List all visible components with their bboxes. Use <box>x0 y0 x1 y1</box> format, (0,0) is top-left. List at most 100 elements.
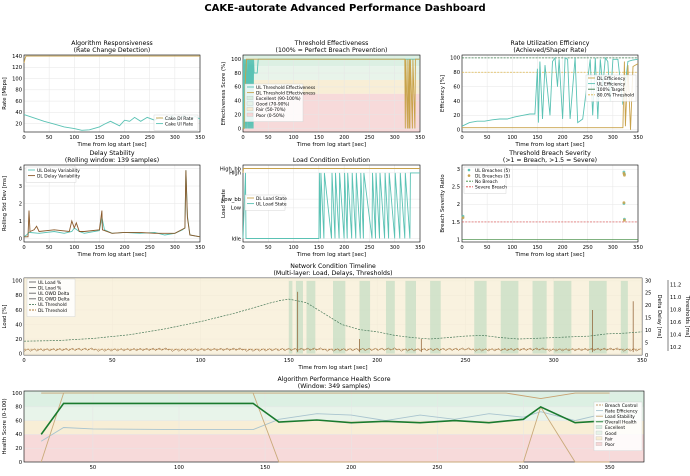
y-tick-label: 100 <box>450 56 460 62</box>
y-tick-label: 80 <box>15 293 22 299</box>
x-tick-label: 300 <box>549 358 559 364</box>
x-tick-label: 250 <box>460 358 470 364</box>
x-axis-label: Time from log start [sec] <box>297 365 367 371</box>
y-axis-label: Load State <box>221 188 227 218</box>
ul-load-band <box>405 280 416 354</box>
chart-subtitle: (Window: 349 samples) <box>298 383 370 390</box>
x-tick-label: 0 <box>241 135 244 141</box>
legend-label: Poor (0-50%) <box>256 113 285 119</box>
chart-subtitle: (Multi-layer: Load, Delays, Thresholds) <box>273 270 392 277</box>
legend-label: UL Breaches (5) <box>475 168 510 174</box>
legend-label: DL Load State <box>256 196 287 202</box>
right-tick-label: 10 <box>645 328 651 334</box>
chart-timeline: 0 50 100 150 200 250 300 350020406080100Network… <box>2 263 690 371</box>
legend-box <box>244 83 304 122</box>
chart-title: Algorithm Performance Health Score <box>277 376 390 383</box>
y-tick-label: 3 <box>19 184 22 190</box>
legend-label: UL Efficiency <box>597 81 626 87</box>
x-tick-label: 350 <box>633 135 643 141</box>
scatter-point <box>623 218 626 222</box>
legend-swatch <box>246 101 254 106</box>
x-tick-label: 150 <box>94 135 104 141</box>
y-tick-label: 40 <box>15 322 22 328</box>
y-tick-label: 1.5 <box>452 220 460 226</box>
y-tick-label: 80 <box>15 405 22 411</box>
y-tick-label: 100 <box>12 76 22 82</box>
y-tick-label: 40 <box>15 110 22 116</box>
series-line-load-stability <box>40 392 610 463</box>
x-tick-label: 200 <box>120 245 130 251</box>
y-axis-label: Efficiency [%] <box>440 75 446 112</box>
x-tick-label: 350 <box>415 245 425 251</box>
x-tick-label: 200 <box>558 245 568 251</box>
legend-label: UL Load % <box>38 280 61 286</box>
right2-tick-label: 10.2 <box>670 345 681 351</box>
ul-load-band <box>500 280 519 354</box>
x-axis-label: Time from log start [sec] <box>296 252 366 258</box>
legend-swatch <box>595 425 603 429</box>
series-line-ul-efficiency <box>461 56 639 127</box>
ul-load-band <box>430 280 441 354</box>
right-tick-label: 30 <box>645 278 651 284</box>
ul-load-band <box>385 280 395 354</box>
x-tick-label: 50 <box>46 245 53 251</box>
y-tick-label: Low <box>231 206 242 212</box>
legend-label: Fair <box>605 436 613 442</box>
legend-label: DL Threshold Effectiveness <box>256 90 316 96</box>
y-tick-label: 60 <box>15 99 22 105</box>
y-tick-label: 20 <box>15 121 22 127</box>
legend-label: No Breach <box>475 179 498 185</box>
series-line-dl-load-state <box>242 168 420 173</box>
x-tick-label: 150 <box>314 245 324 251</box>
legend-label: UL OWD Delta <box>38 291 70 297</box>
x-tick-label: 100 <box>507 135 517 141</box>
series-line-ul-threshold <box>23 298 643 342</box>
x-tick-label: 200 <box>346 465 356 471</box>
legend-label: DL Efficiency <box>597 76 626 82</box>
x-tick-label: 350 <box>195 245 205 251</box>
y-tick-label: 60 <box>15 418 22 424</box>
ul-load-band <box>333 280 346 354</box>
axes-frame <box>23 54 201 133</box>
x-tick-label: 100 <box>69 135 79 141</box>
right-tick-label: 20 <box>645 303 651 309</box>
ul-load-band <box>532 280 547 354</box>
chart-title: Threshold Effectiveness <box>294 40 369 47</box>
chart-subtitle: (100% = Perfect Breach Prevention) <box>276 47 388 54</box>
legend-label: UL Load State <box>256 201 287 207</box>
ul-load-band <box>295 280 303 354</box>
x-tick-label: 0 <box>460 135 463 141</box>
x-tick-label: 250 <box>145 135 155 141</box>
x-tick-label: 300 <box>608 135 618 141</box>
x-tick-label: 100 <box>174 465 184 471</box>
x-axis-label: Time from log start [sec] <box>296 142 366 148</box>
ul-load-band <box>474 280 487 354</box>
legend-label: Good (70-90%) <box>256 102 290 108</box>
ul-load-band <box>553 280 572 354</box>
y-tick-label: 0 <box>19 460 22 466</box>
x-tick-label: 250 <box>145 245 155 251</box>
x-axis-label: Time from log start [sec] <box>76 142 146 148</box>
y-tick-label: 20 <box>15 337 22 343</box>
x-tick-label: 200 <box>372 358 382 364</box>
right-tick-label: 5 <box>645 340 648 346</box>
legend-marker <box>467 174 471 177</box>
y-tick-label: 1 <box>19 219 22 225</box>
x-tick-label: 150 <box>284 358 294 364</box>
x-tick-label: 100 <box>69 245 79 251</box>
legend-marker <box>467 168 471 172</box>
right-axis-label: Delta Delay [ms] <box>656 295 662 339</box>
chart-subtitle: (Rate Change Detection) <box>74 47 151 54</box>
chart-responsiveness: 0 50 100 150 200 250 300 350 20 40 60 80 100 120 140 Al… <box>2 40 205 148</box>
legend-label: 100% Target <box>597 87 625 93</box>
right-tick-label: 0 <box>645 353 648 359</box>
x-tick-label: 150 <box>532 245 542 251</box>
x-tick-label: 300 <box>390 135 400 141</box>
zone-band <box>243 55 420 67</box>
y-tick-label: 1 <box>457 237 460 243</box>
y-tick-label: 120 <box>12 65 22 71</box>
legend-swatch <box>246 112 254 117</box>
legend-label: UL Threshold Effectiveness <box>256 85 316 91</box>
legend-box <box>153 114 199 131</box>
dashboard-title: CAKE-autorate Advanced Performance Dashb… <box>204 3 485 14</box>
